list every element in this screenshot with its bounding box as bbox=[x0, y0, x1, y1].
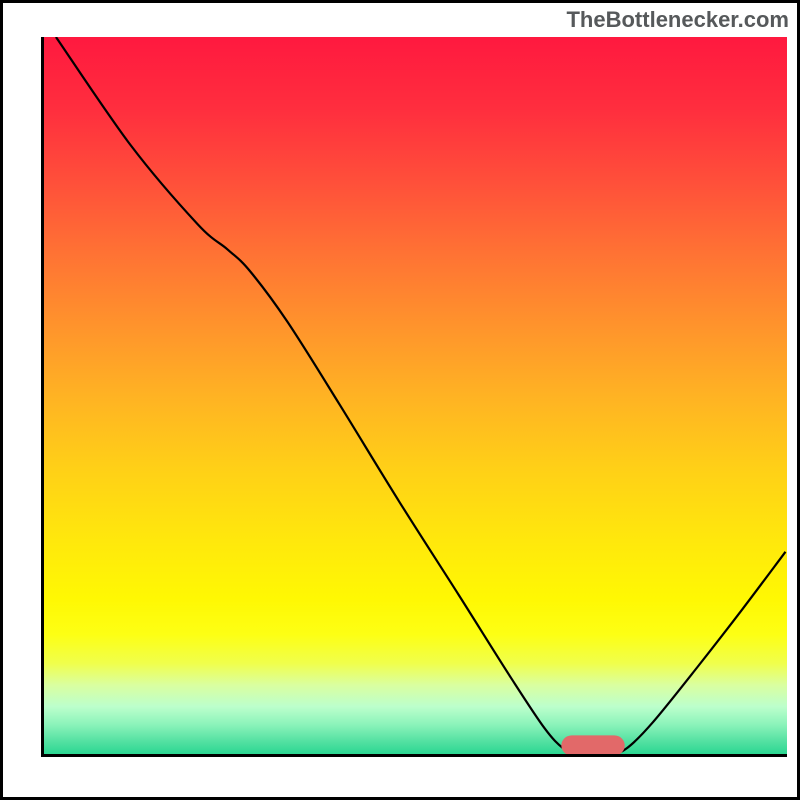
chart-plot-area bbox=[41, 37, 787, 757]
chart-svg bbox=[41, 37, 787, 757]
chart-marker bbox=[561, 735, 624, 755]
chart-background bbox=[41, 37, 787, 757]
watermark-text: TheBottlenecker.com bbox=[566, 7, 789, 33]
image-frame: TheBottlenecker.com bbox=[0, 0, 800, 800]
